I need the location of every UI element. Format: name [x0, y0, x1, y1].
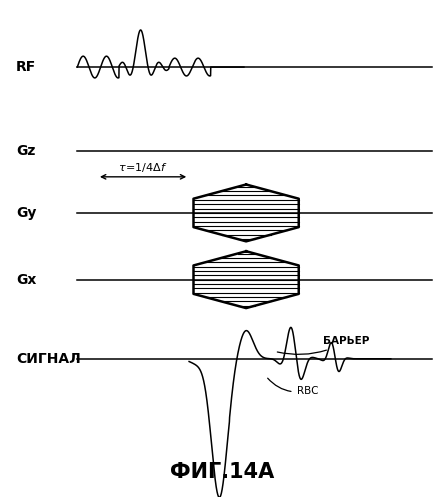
Text: Gz: Gz	[16, 144, 36, 158]
Text: RBC: RBC	[268, 378, 318, 396]
Text: RF: RF	[16, 60, 36, 74]
Text: СИГНАЛ: СИГНАЛ	[16, 352, 81, 366]
Text: $\tau\!=\!1/4\Delta f$: $\tau\!=\!1/4\Delta f$	[118, 162, 168, 174]
Text: Gy: Gy	[16, 206, 36, 220]
Text: ФИГ.14А: ФИГ.14А	[170, 462, 274, 482]
Text: Gx: Gx	[16, 272, 36, 286]
Text: БАРЬЕР: БАРЬЕР	[278, 336, 369, 354]
